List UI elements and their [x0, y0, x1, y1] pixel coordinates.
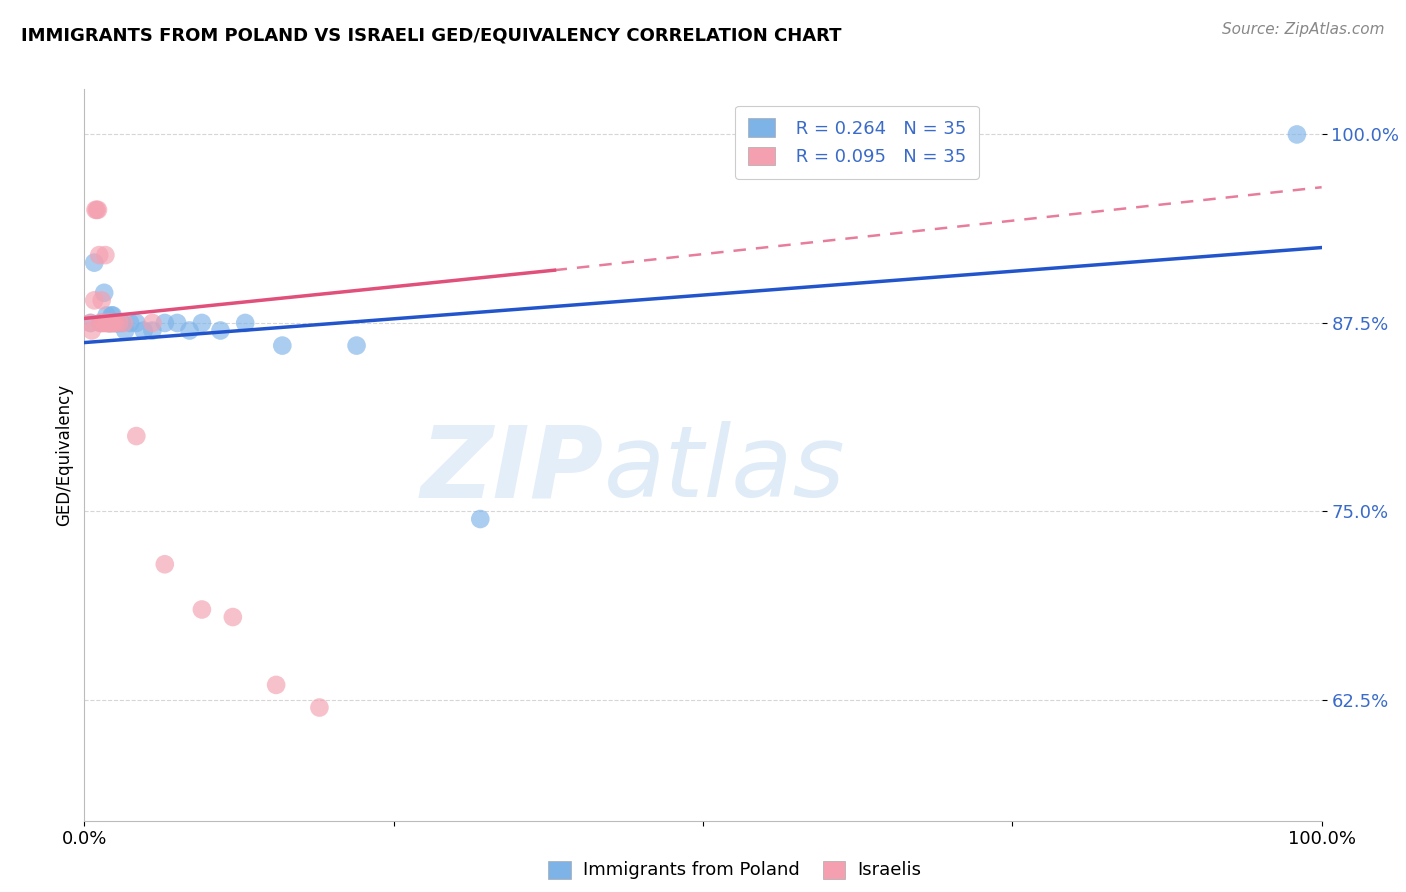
Point [107, 316, 129, 330]
Point [153, 558, 176, 572]
Point [179, 324, 201, 338]
Point [110, 316, 132, 330]
Point [84, 202, 107, 217]
Point [83, 293, 105, 308]
Point [191, 602, 214, 616]
Point [83, 255, 105, 269]
Text: atlas: atlas [605, 421, 845, 518]
Text: Israelis: Israelis [858, 861, 922, 879]
Point [141, 316, 163, 330]
Point [98, 316, 121, 330]
Point [125, 316, 148, 330]
Point [98, 316, 121, 330]
Text: Source: ZipAtlas.com: Source: ZipAtlas.com [1222, 22, 1385, 37]
Point [100, 309, 122, 323]
Point [98, 316, 121, 330]
Point [79, 316, 101, 330]
Point [93, 316, 115, 330]
Point [112, 316, 135, 330]
Point [114, 324, 136, 338]
Point [264, 678, 287, 692]
Point [125, 429, 148, 443]
Point [97, 316, 120, 330]
Point [271, 338, 294, 352]
Point [96, 316, 118, 330]
Point [94, 248, 117, 262]
Text: ZIP: ZIP [420, 421, 605, 518]
Point [89, 248, 111, 262]
Point [89, 316, 111, 330]
Text: Immigrants from Poland: Immigrants from Poland [583, 861, 800, 879]
Point [100, 316, 122, 330]
Point [80, 324, 103, 338]
Point [105, 316, 128, 330]
Point [132, 324, 155, 338]
Point [166, 316, 188, 330]
Point [101, 316, 124, 330]
Point [470, 512, 492, 526]
Point [97, 316, 120, 330]
Point [100, 316, 122, 330]
Point [103, 316, 125, 330]
Point [98, 316, 121, 330]
Point [90, 293, 112, 308]
Point [1285, 128, 1308, 142]
Point [233, 316, 256, 330]
Point [86, 202, 108, 217]
Point [120, 316, 142, 330]
Point [141, 324, 163, 338]
Point [308, 700, 330, 714]
Point [346, 338, 368, 352]
Y-axis label: GED/Equivalency: GED/Equivalency [55, 384, 73, 526]
Point [96, 309, 118, 323]
Point [91, 316, 114, 330]
Point [222, 610, 245, 624]
Point [89, 316, 111, 330]
Point [87, 202, 110, 217]
Text: IMMIGRANTS FROM POLAND VS ISRAELI GED/EQUIVALENCY CORRELATION CHART: IMMIGRANTS FROM POLAND VS ISRAELI GED/EQ… [21, 27, 842, 45]
Point [209, 324, 232, 338]
Point [153, 316, 176, 330]
Legend:  R = 0.264   N = 35,  R = 0.095   N = 35: R = 0.264 N = 35, R = 0.095 N = 35 [735, 105, 979, 178]
Point [79, 316, 101, 330]
Point [101, 309, 124, 323]
Point [191, 316, 214, 330]
Point [93, 285, 115, 300]
Point [108, 316, 131, 330]
Point [104, 316, 127, 330]
Point [104, 316, 127, 330]
